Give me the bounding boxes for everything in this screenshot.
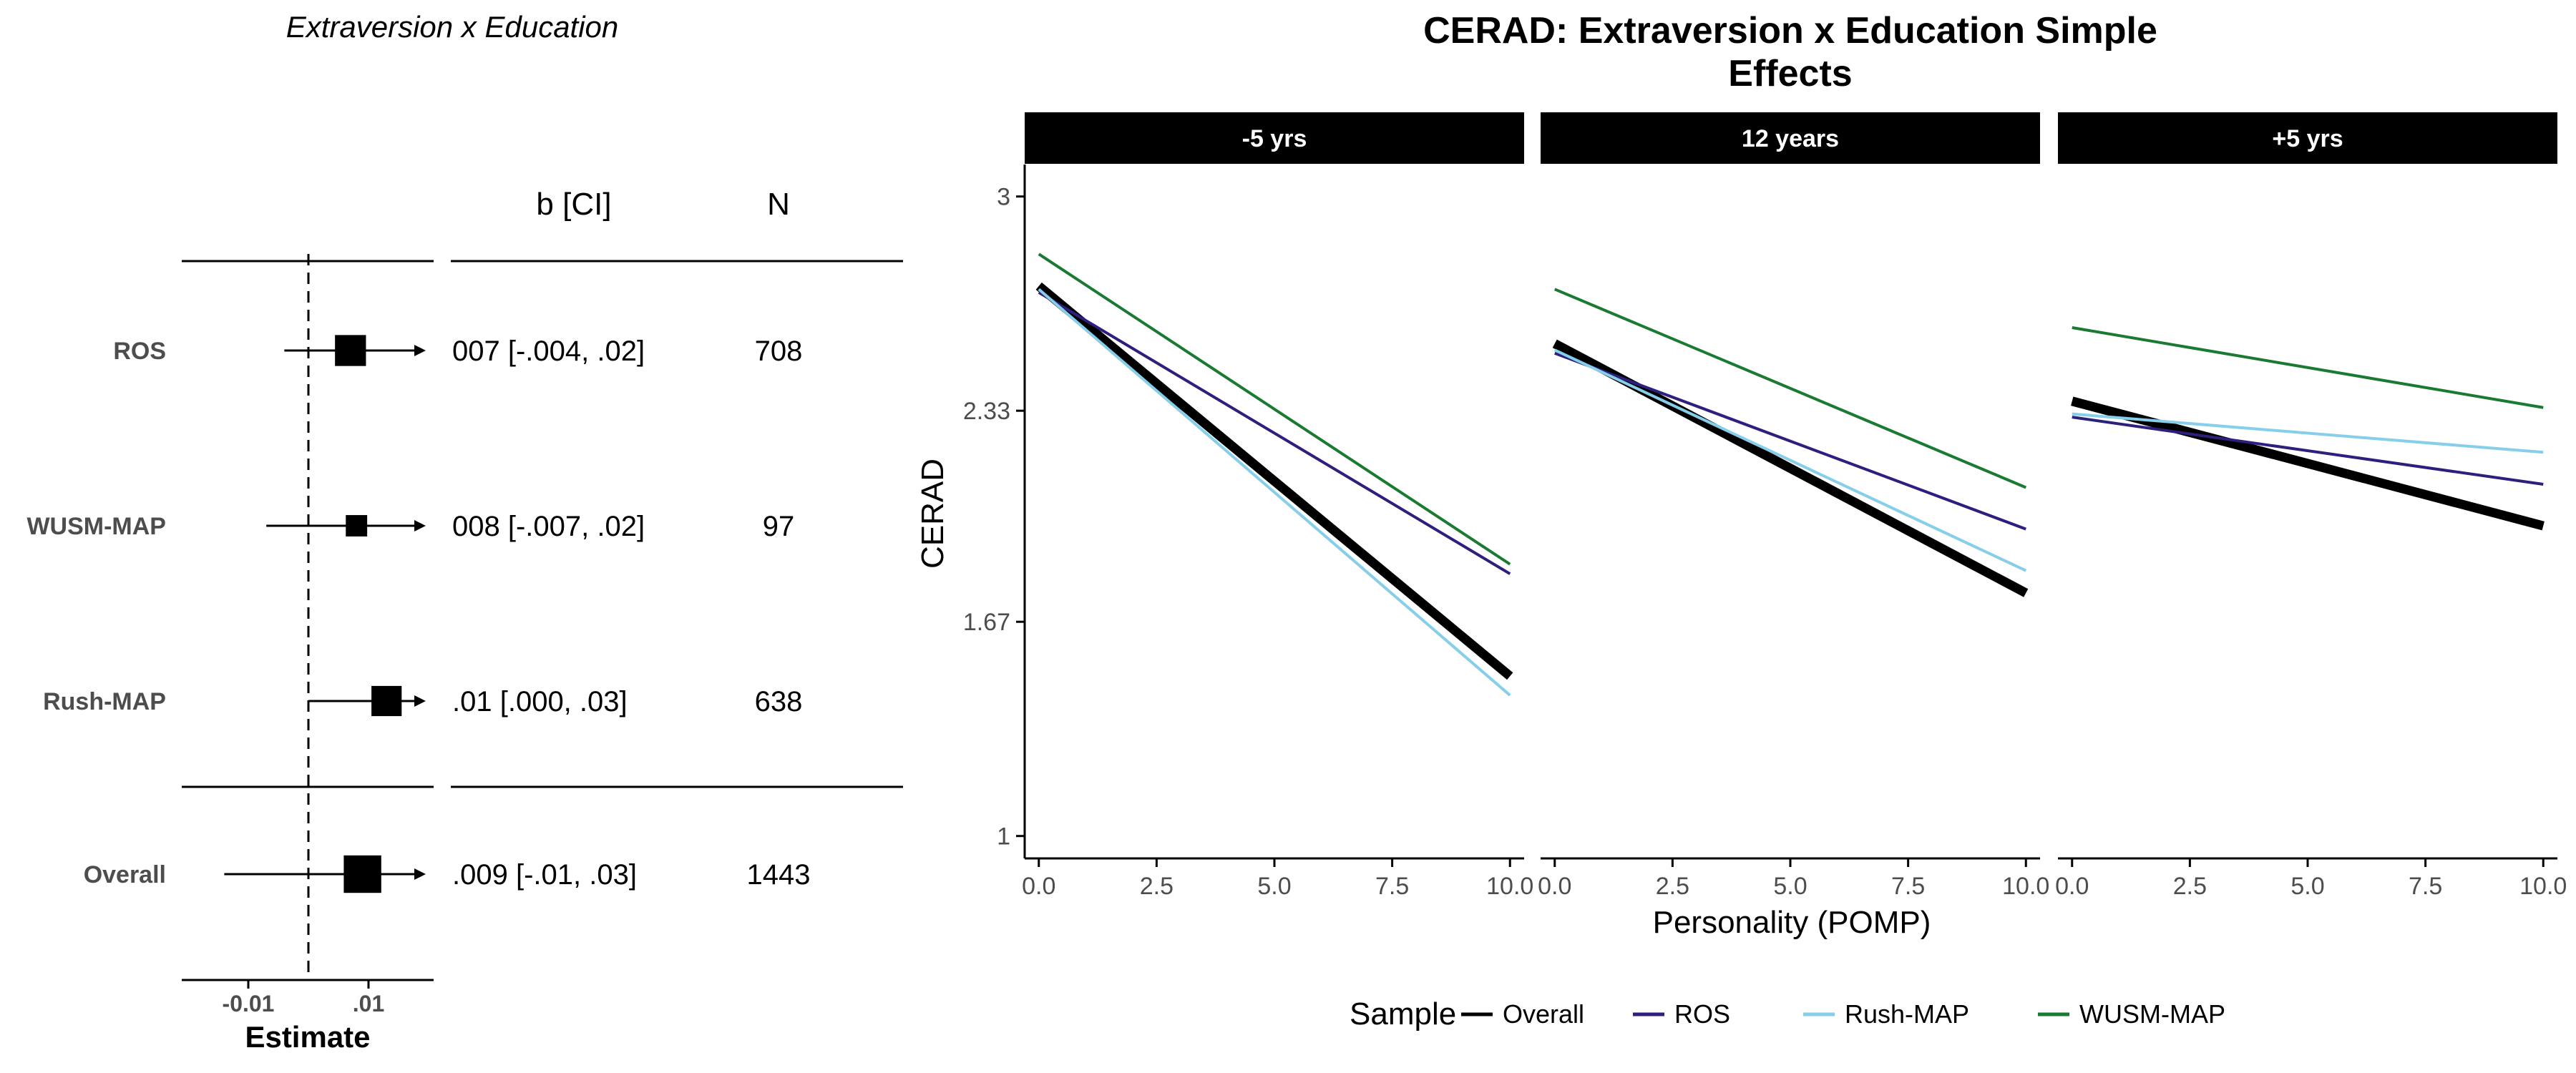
x-tick-label: 7.5 xyxy=(1891,873,1925,900)
x-tick-label: 10.0 xyxy=(2002,873,2049,900)
forest-title: Extraversion x Education xyxy=(286,10,619,44)
x-tick-label: 10.0 xyxy=(2519,873,2567,900)
ci-clip-arrow xyxy=(414,868,426,880)
x-tick-label: 10.0 xyxy=(1486,873,1533,900)
n-value: 97 xyxy=(763,511,795,542)
b-ci-value: .01 [.000, .03] xyxy=(452,686,628,717)
chart-title-line-2: Effects xyxy=(1728,53,1852,94)
x-tick-label: 5.0 xyxy=(1257,873,1291,900)
estimate-marker xyxy=(346,515,368,536)
ci-clip-arrow xyxy=(414,345,426,356)
series-line-rush-map xyxy=(2072,412,2544,454)
forest-row-label: Rush-MAP xyxy=(43,688,166,715)
y-tick-label: 3 xyxy=(997,184,1010,211)
x-tick-label: 2.5 xyxy=(2173,873,2207,900)
facet-strip xyxy=(2058,112,2557,164)
x-tick-label: 0.0 xyxy=(1538,873,1571,900)
b-ci-value: .009 [-.01, .03] xyxy=(452,859,637,891)
series-line-overall xyxy=(2071,396,2545,531)
y-tick-label: 1 xyxy=(997,823,1010,851)
x-tick-label: 5.0 xyxy=(2290,873,2324,900)
forest-x-ticks: -0.01 .01 xyxy=(223,980,384,1016)
series-line-wusm-map xyxy=(1038,253,1511,566)
line-chart: CERAD: Extraversion x Education Simple E… xyxy=(915,10,2567,1032)
facet-strip-label: -5 yrs xyxy=(1242,125,1307,152)
b-ci-value: 008 [-.007, .02] xyxy=(452,511,645,542)
estimate-marker xyxy=(335,335,366,366)
forest-row: Rush-MAP .01 [.000, .03] 638 xyxy=(43,685,803,717)
n-value: 1443 xyxy=(747,859,811,891)
forest-row-label: WUSM-MAP xyxy=(26,513,166,540)
n-column-header: N xyxy=(767,187,790,222)
forest-x-label: Estimate xyxy=(245,1020,370,1054)
y-axis-label: CERAD xyxy=(915,459,950,569)
legend-label: Overall xyxy=(1503,999,1584,1029)
forest-row: ROS 007 [-.004, .02] 708 xyxy=(113,335,802,367)
b-ci-column-header: b [CI] xyxy=(536,187,611,222)
legend-title: Sample xyxy=(1350,996,1456,1032)
facet-panel: -5 yrs 0.0 2.5 5.0 7.5 10.0 xyxy=(1022,112,1533,900)
facet-strip-label: 12 years xyxy=(1742,125,1839,152)
facet-strip-label: +5 yrs xyxy=(2272,125,2343,152)
facet-strip xyxy=(1025,112,1524,164)
x-tick-label: 2.5 xyxy=(1140,873,1174,900)
b-ci-value: 007 [-.004, .02] xyxy=(452,335,645,367)
legend-label: WUSM-MAP xyxy=(2079,999,2225,1029)
x-tick-label: 0.0 xyxy=(1022,873,1055,900)
facet-panel: +5 yrs 0.0 2.5 5.0 7.5 10.0 xyxy=(2055,112,2567,900)
forest-plot: Extraversion x Education b [CI] N -0.01.… xyxy=(26,10,903,1054)
legend-label: Rush-MAP xyxy=(1845,999,1969,1029)
y-axis: 1 1.67 2.33 3 xyxy=(963,165,1026,858)
legend: Sample Overall ROS Rush-MAP WUSM-MAP xyxy=(1350,996,2225,1032)
x-tick-label: 7.5 xyxy=(1375,873,1409,900)
chart-title-line-1: CERAD: Extraversion x Education Simple xyxy=(1423,10,2157,52)
forest-row-label: ROS xyxy=(113,338,166,365)
series-line-overall xyxy=(1552,339,2029,597)
forest-x-tick-label: .01 xyxy=(353,991,384,1016)
n-value: 708 xyxy=(755,335,803,367)
forest-rows: ROS 007 [-.004, .02] 708 WUSM-MAP 008 [-.007… xyxy=(26,335,810,893)
x-tick-label: 0.0 xyxy=(2055,873,2089,900)
forest-row-label: Overall xyxy=(84,861,166,888)
x-tick-label: 2.5 xyxy=(1656,873,1689,900)
ci-clip-arrow xyxy=(414,520,426,531)
n-value: 638 xyxy=(755,686,803,717)
forest-row: WUSM-MAP 008 [-.007, .02] 97 xyxy=(26,511,794,542)
series-line-ros xyxy=(1554,351,2026,531)
ci-clip-arrow xyxy=(414,695,426,707)
series-line-overall xyxy=(1035,282,1513,680)
legend-label: ROS xyxy=(1674,999,1730,1029)
x-tick-label: 7.5 xyxy=(2409,873,2442,900)
forest-x-tick-label: -0.01 xyxy=(223,991,275,1016)
series-line-rush-map xyxy=(1553,348,2027,572)
series-line-ros xyxy=(1038,291,1511,575)
x-tick-label: 5.0 xyxy=(1773,873,1807,900)
estimate-marker xyxy=(343,855,381,893)
estimate-marker xyxy=(371,685,402,717)
series-line-wusm-map xyxy=(2072,326,2544,409)
y-tick-label: 2.33 xyxy=(963,398,1010,425)
forest-row: Overall .009 [-.01, .03] 1443 xyxy=(84,855,811,893)
facet-strip xyxy=(1541,112,2040,164)
y-tick-label: 1.67 xyxy=(963,609,1010,636)
facet-panels: -5 yrs 0.0 2.5 5.0 7.5 10.0 12 years 0.0 2.5 5.0 7… xyxy=(1022,112,2567,900)
facet-panel: 12 years 0.0 2.5 5.0 7.5 10.0 xyxy=(1538,112,2049,900)
series-line-rush-map xyxy=(1038,288,1511,697)
x-axis-label: Personality (POMP) xyxy=(1653,905,1931,940)
series-line-ros xyxy=(2072,416,2544,486)
series-line-wusm-map xyxy=(1553,288,2027,489)
